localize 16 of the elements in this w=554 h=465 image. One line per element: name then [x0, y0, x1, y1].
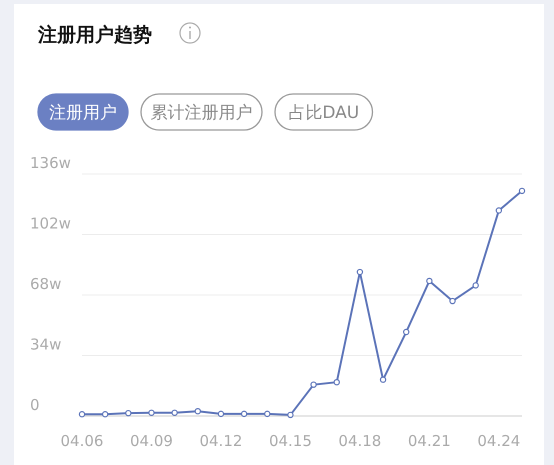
- text: 注册用户: [49, 103, 117, 123]
- x-tick-label: 04.24: [477, 432, 520, 450]
- chart-title: 注册用户趋势: [37, 24, 152, 46]
- y-tick-label: 68w: [30, 275, 62, 293]
- x-tick-label: 04.09: [130, 432, 173, 450]
- y-tick-label: 136w: [30, 154, 71, 172]
- x-tick-label: 04.21: [408, 432, 451, 450]
- x-tick-label: 04.18: [338, 432, 382, 450]
- x-tick-label: 04.06: [60, 432, 104, 450]
- x-tick-label: 04.15: [268, 432, 312, 450]
- text: 占比DAU: [288, 103, 360, 123]
- y-tick-label: 34w: [30, 336, 62, 354]
- y-tick-label: 102w: [30, 214, 71, 232]
- x-tick-label: 04.12: [199, 432, 242, 450]
- y-tick-label: 0: [30, 396, 40, 414]
- text: 累计注册用户: [150, 103, 252, 123]
